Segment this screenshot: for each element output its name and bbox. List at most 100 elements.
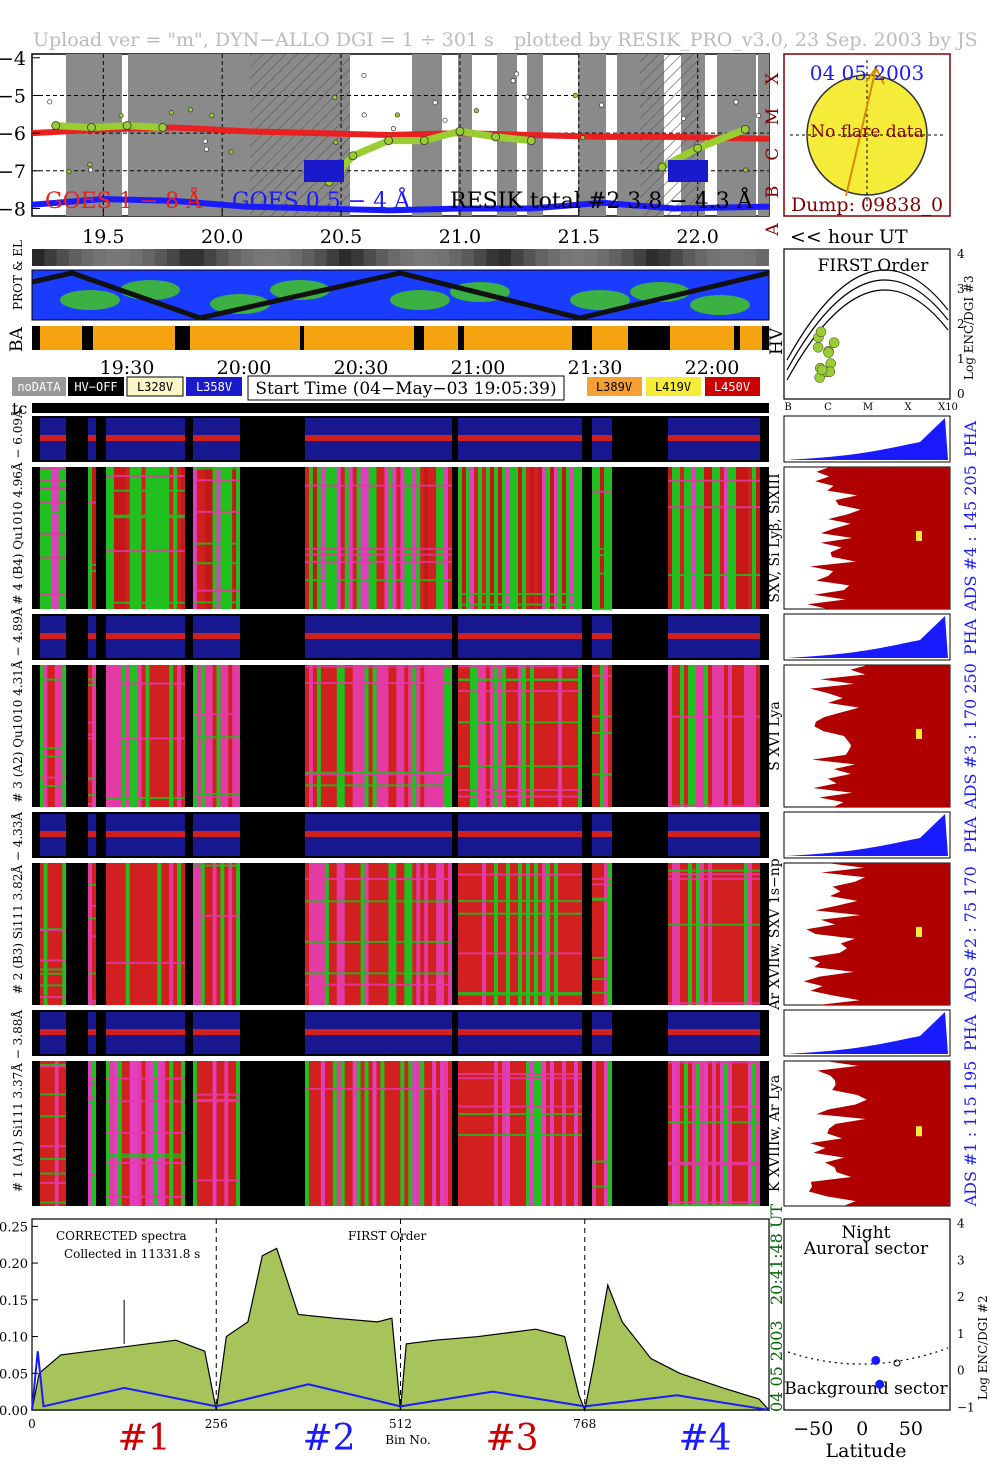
main-strip-col-1-5-13 xyxy=(510,665,515,807)
spectrum-ytick-label-1: 0.20 xyxy=(0,1257,28,1272)
orbit-panel: PROT & EL BA HV 19:30 20:00 20:30 21:00 21:3… xyxy=(7,240,787,379)
main-strip-col-3-3-2 xyxy=(200,1061,206,1206)
main-strip-col-0-7-19 xyxy=(744,467,749,609)
main-strip-col-2-7-5 xyxy=(688,863,693,1005)
resik-point-10 xyxy=(526,136,536,146)
main-strip-col-0-2-17 xyxy=(173,467,178,609)
main-strip-col-1-7-4 xyxy=(684,665,689,807)
main-strip-col-3-5-19 xyxy=(534,1061,539,1206)
main-strip-streak-1-26 xyxy=(305,773,452,776)
main-strip-col-1-4-9 xyxy=(340,665,346,807)
main-strip-streak-2-5 xyxy=(88,935,96,938)
main-strip-col-0-7-3 xyxy=(680,467,685,609)
main-strip-col-3-7-8 xyxy=(700,1061,705,1206)
main-strip-col-2-2-4 xyxy=(121,863,127,1005)
main-strip-col-1-2-1 xyxy=(109,665,115,807)
main-strip-col-3-4-19 xyxy=(380,1061,385,1206)
first-order-ytick-4: 0 xyxy=(957,387,965,401)
main-strip-col-2-7-17 xyxy=(736,863,741,1005)
main-strip-col-0-3-1 xyxy=(196,467,202,609)
spectrogram-labels: # 4 (B4) Qu1010 4.96Å − 6.09Å SXV, Si Lyβ… xyxy=(10,409,980,1207)
main-strip-col-2-0-0 xyxy=(40,863,45,1005)
goes-short-label: GOES 0.5 − 4 Å xyxy=(232,186,411,214)
main-strip-col-2-4-32 xyxy=(432,863,437,1005)
main-strip-streak-2-8 xyxy=(88,1002,96,1005)
main-strip-col-2-4-15 xyxy=(364,863,370,1005)
main-strip-streak-3-0 xyxy=(88,1096,96,1099)
legend-l328: L328V xyxy=(137,380,173,394)
main-strip-col-2-4-27 xyxy=(412,863,417,1005)
first-order-xtick-0: B xyxy=(784,402,791,413)
main-strip-col-3-4-17 xyxy=(372,1061,378,1206)
main-strip-col-1-7-9 xyxy=(704,665,709,807)
pha-strip-line-2-5 xyxy=(458,831,582,837)
resik-outlier-6 xyxy=(442,117,448,123)
pha-strip-line-1-4 xyxy=(305,633,452,639)
main-strip-col-2-5-28 xyxy=(570,863,575,1005)
main-strip-col-0-7-2 xyxy=(676,467,681,609)
main-strip-col-2-4-3 xyxy=(316,863,322,1005)
legend-nodata-swatch xyxy=(12,377,66,396)
main-strip-col-1-7-2 xyxy=(676,665,681,807)
main-strip-streak-0-39 xyxy=(40,487,66,490)
main-strip-streak-1-34 xyxy=(40,747,66,750)
el-cell-11 xyxy=(167,249,180,266)
main-strip-col-0-5-19 xyxy=(534,467,539,609)
main-strip-streak-0-30 xyxy=(592,547,612,550)
el-cell-34 xyxy=(449,249,463,266)
goes-ytick-label-2: −6 xyxy=(0,123,26,145)
latitude-ytick-label-5: −1 xyxy=(957,1400,975,1414)
main-strip-col-3-5-21 xyxy=(542,1061,547,1206)
main-strip-col-2-7-15 xyxy=(728,863,733,1005)
main-strip-col-0-4-12 xyxy=(352,467,358,609)
main-strip-col-2-5-15 xyxy=(518,863,523,1005)
continent-4 xyxy=(390,290,450,310)
main-strip-col-0-5-8 xyxy=(490,467,495,609)
continent-2 xyxy=(210,294,270,314)
main-strip-col-0-5-24 xyxy=(554,467,559,609)
main-strip-streak-1-36 xyxy=(88,737,96,740)
main-strip-streak-0-5 xyxy=(106,489,185,492)
main-strip-streak-0-32 xyxy=(40,556,66,559)
main-strip-streak-2-37 xyxy=(592,956,612,959)
main-strip-col-3-5-26 xyxy=(562,1061,567,1206)
goes-x-ticks: 19.5 20.0 20.5 21.0 21.5 22.0 xyxy=(82,210,719,248)
main-strip-col-2-7-11 xyxy=(712,863,717,1005)
main-strip-col-2-6-4 xyxy=(608,863,613,1005)
main-strip-streak-2-10 xyxy=(592,898,612,901)
ads-marker-2 xyxy=(916,926,922,937)
orbit-track xyxy=(31,270,770,321)
main-strip-streak-0-12 xyxy=(305,553,452,556)
main-strip-col-3-4-22 xyxy=(392,1061,397,1206)
resik-block-1 xyxy=(304,160,344,182)
resik-outlier-20 xyxy=(733,99,739,105)
main-strip-col-2-4-10 xyxy=(344,863,350,1005)
pha-histogram-1 xyxy=(786,616,948,658)
main-strip-streak-2-2 xyxy=(305,972,452,975)
main-strip-col-1-4-2 xyxy=(312,665,318,807)
main-strip-streak-2-23 xyxy=(193,864,240,867)
main-strip-gap-1-0 xyxy=(32,665,40,807)
main-strip-col-0-7-10 xyxy=(708,467,713,609)
resik-outlier-21 xyxy=(394,112,400,118)
main-strip-col-2-4-1 xyxy=(308,863,314,1005)
spectrogram-area xyxy=(32,416,769,1210)
main-strip-col-1-7-18 xyxy=(740,665,745,807)
main-strip-streak-3-22 xyxy=(193,1098,240,1101)
main-strip-col-1-7-19 xyxy=(744,665,749,807)
main-strip-col-0-4-19 xyxy=(380,467,385,609)
main-strip-col-0-7-5 xyxy=(688,467,693,609)
main-strip-col-3-4-21 xyxy=(388,1061,393,1206)
main-strip-col-1-4-12 xyxy=(352,665,358,807)
main-strip-col-0-4-15 xyxy=(364,467,370,609)
resik-segment-0 xyxy=(52,122,95,131)
main-strip-col-2-4-7 xyxy=(332,863,338,1005)
resik-outlier-29 xyxy=(572,92,578,98)
main-strip-streak-3-21 xyxy=(40,1157,66,1160)
main-strip-col-3-3-0 xyxy=(193,1061,198,1206)
ba-segment-2 xyxy=(190,326,300,350)
main-strip-col-1-5-4 xyxy=(474,665,479,807)
continent-3 xyxy=(270,280,330,300)
main-strip-col-0-3-11 xyxy=(236,467,241,609)
main-strip-col-0-7-0 xyxy=(668,467,673,609)
